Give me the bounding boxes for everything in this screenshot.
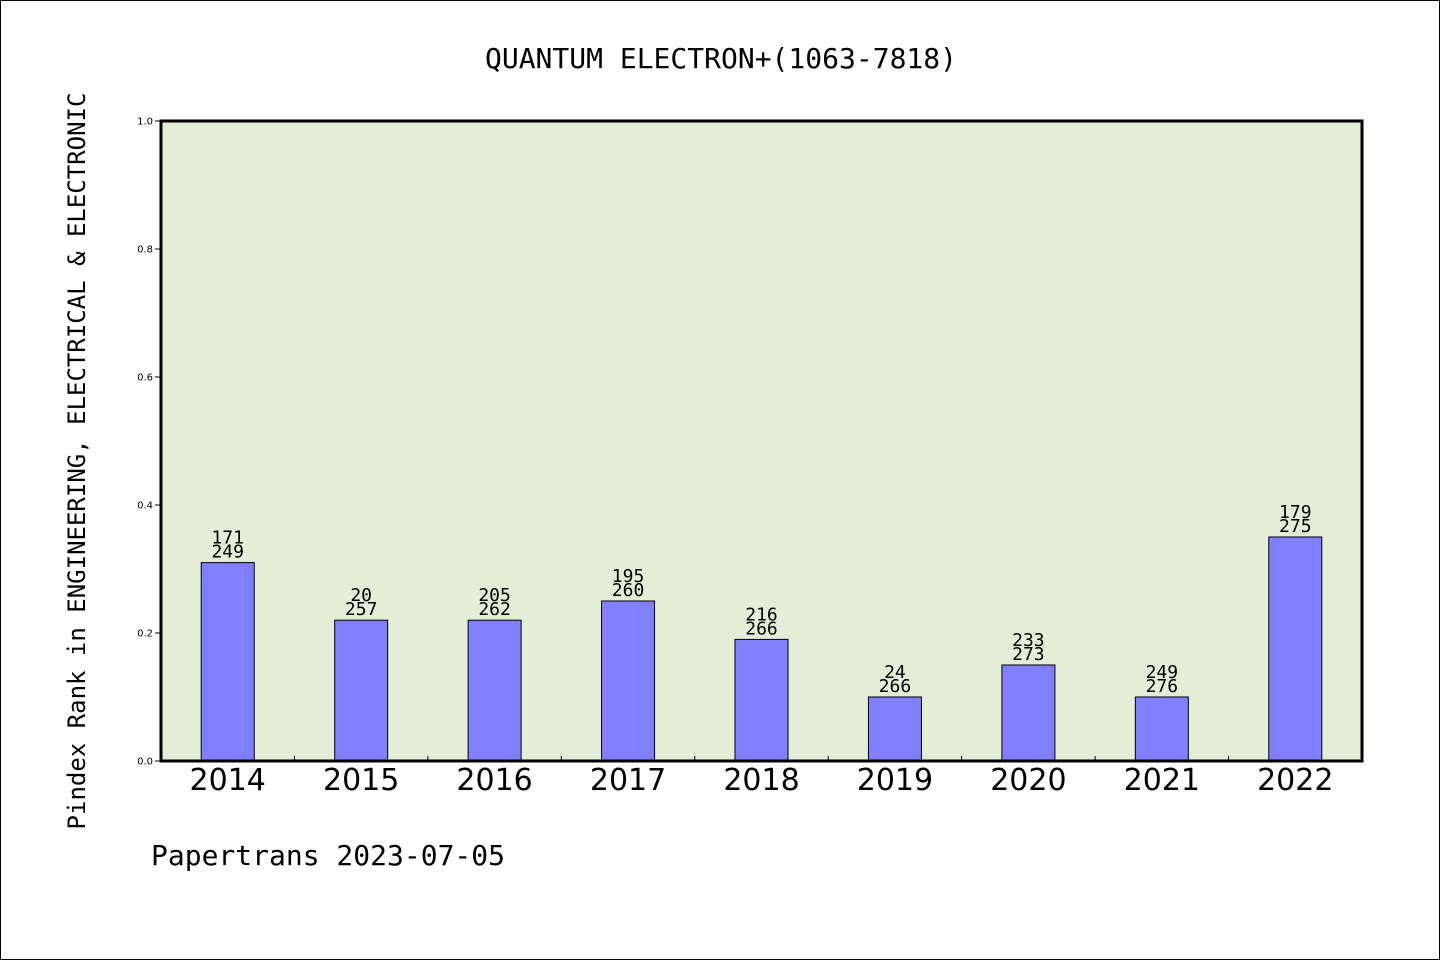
x-tick-label: 2018 [723,763,799,798]
bar-total-label: 262 [478,599,511,620]
chart-title: QUANTUM ELECTRON+(1063-7818) [485,42,957,75]
bar [734,638,789,762]
bar-total-label: 273 [1012,644,1045,665]
bar-total-label: 257 [345,599,378,620]
bar-total-label: 266 [745,618,778,639]
y-tick-label: 0.2 [137,629,153,640]
x-tick-label: 2022 [1257,763,1333,798]
bar-total-label: 260 [612,580,645,601]
x-tick-label: 2020 [990,763,1066,798]
bar-rank-label: 179 [1279,502,1312,523]
y-axis-label: Pindex Rank in ENGINEERING, ELECTRICAL &… [63,93,91,830]
bar-rank-label: 20 [350,585,372,606]
x-tick-label: 2021 [1124,763,1200,798]
x-axis: 2014 2015 2016 2017 2018 2019 2020 2021 2022 [190,756,1333,798]
bar-rank-label: 216 [745,604,778,625]
x-tick-label: 2015 [323,763,399,798]
bar-total-label: 275 [1279,516,1312,537]
y-tick-label: 0.8 [137,245,153,256]
plot-border [159,119,1364,763]
bar-total-label: 266 [879,676,912,697]
data-labels-group: 1712492025720526219526021626624266233273… [211,502,1311,697]
bar [1134,696,1189,762]
bar [867,696,922,762]
bar [601,600,656,762]
x-tick-label: 2017 [590,763,666,798]
bar [467,619,522,762]
x-tick-label: 2016 [456,763,532,798]
bar-total-label: 249 [211,542,244,563]
bar-rank-label: 249 [1146,662,1179,683]
bar-rank-label: 233 [1012,630,1045,651]
y-tick-label: 0.6 [137,373,153,384]
bars-group [200,536,1323,762]
bar-rank-label: 171 [211,528,244,549]
y-tick-label: 0.0 [137,757,153,768]
y-tick-label: 0.4 [137,501,153,512]
bar-total-label: 276 [1146,676,1179,697]
bar-rank-label: 24 [884,662,906,683]
bar [1001,664,1056,762]
bar [1268,536,1323,762]
x-tick-label: 2014 [190,763,266,798]
y-tick-label: 1.0 [137,117,153,128]
x-tick-label: 2019 [857,763,933,798]
y-axis: 0.0 0.2 0.4 0.6 0.8 1.0 [137,117,161,768]
bar-rank-label: 195 [612,566,645,587]
bar [334,619,389,762]
bar [200,562,255,762]
bar-rank-label: 205 [478,585,511,606]
footer-credit: Papertrans 2023-07-05 [151,839,505,872]
